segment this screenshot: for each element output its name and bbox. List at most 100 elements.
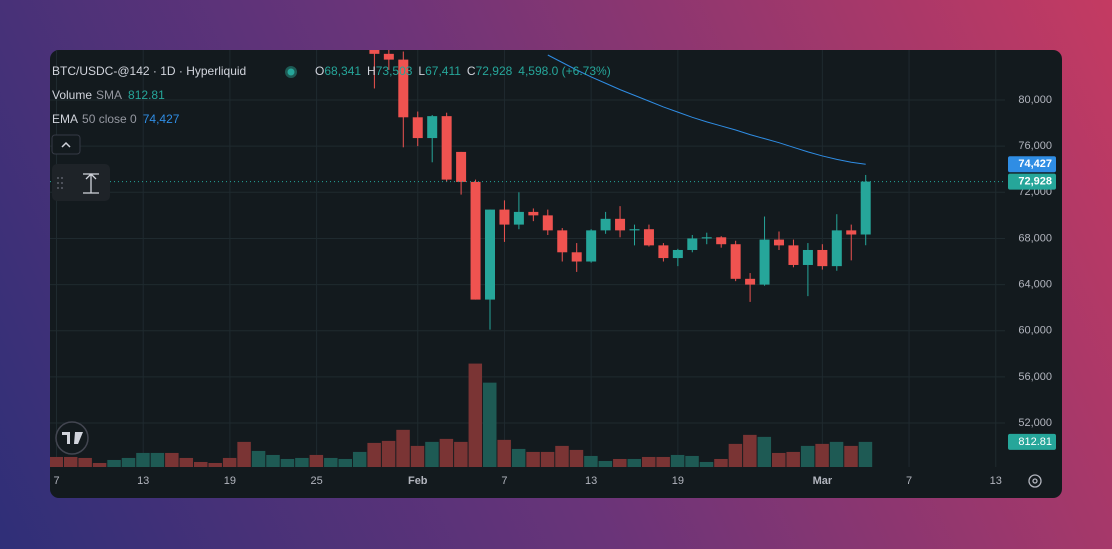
candle-body xyxy=(629,229,640,231)
x-tick-label: 19 xyxy=(672,475,684,487)
candle-body xyxy=(615,218,626,231)
volume-bar xyxy=(150,452,165,467)
candle-body xyxy=(745,278,756,285)
candle-body xyxy=(542,215,553,231)
ema-line xyxy=(547,54,866,165)
settings-icon[interactable] xyxy=(1028,474,1042,488)
volume-bar xyxy=(540,451,555,467)
volume-bar xyxy=(251,450,266,467)
volume-bar xyxy=(728,443,743,467)
candle-body xyxy=(658,245,669,259)
candle-body xyxy=(427,116,438,139)
ema-price-label: 74,427 xyxy=(1018,158,1052,170)
candle-body xyxy=(369,50,380,54)
ema-value: 74,427 xyxy=(143,112,180,126)
volume-bar xyxy=(92,462,107,467)
axes: 52,00056,00060,00064,00068,00072,00076,0… xyxy=(53,94,1056,487)
x-tick-label: 7 xyxy=(501,475,507,487)
candle-body xyxy=(643,229,654,246)
y-tick-label: 56,000 xyxy=(1018,371,1052,383)
grid xyxy=(50,50,1005,467)
volume-bar xyxy=(670,454,685,467)
y-tick-label: 76,000 xyxy=(1018,140,1052,152)
ohlc-value: 68,341 xyxy=(324,64,361,78)
volume-bar xyxy=(483,382,497,467)
chart-card xyxy=(50,50,1062,498)
ohlc-label: L xyxy=(418,64,425,78)
volume-name: Volume xyxy=(52,88,92,102)
x-tick-label: 13 xyxy=(990,475,1002,487)
ema-legend: EMA 50 close 0 74,427 xyxy=(52,112,180,126)
drag-handle xyxy=(57,177,63,189)
logo[interactable] xyxy=(55,421,89,455)
candle-body xyxy=(687,238,698,250)
volume-bar xyxy=(743,434,757,467)
volume-bar xyxy=(136,452,150,467)
volume-bar xyxy=(685,455,699,467)
candle-body xyxy=(701,237,712,239)
ohlc-legend: O68,341 H73,503 L67,411 C72,928 4,598.0 (+6.… xyxy=(315,64,611,78)
candle-body xyxy=(398,59,409,118)
ohlc-value: 72,928 xyxy=(476,64,513,78)
x-tick-label: 13 xyxy=(137,475,149,487)
candle-body xyxy=(788,245,799,265)
volume-bar xyxy=(468,363,483,467)
volume-bar xyxy=(63,456,78,467)
y-tick-label: 52,000 xyxy=(1018,417,1052,429)
volume-bar xyxy=(439,438,454,467)
ema-name: EMA xyxy=(52,112,78,126)
volume-value: 812.81 xyxy=(128,88,165,102)
volume-bar xyxy=(613,458,627,467)
volume-bar xyxy=(641,456,656,467)
candle-body xyxy=(846,230,857,235)
volume-bar xyxy=(208,462,222,467)
close-price-tag xyxy=(1008,173,1056,190)
price-pane xyxy=(50,50,1005,330)
volume-bar xyxy=(569,449,584,467)
volume-bar xyxy=(858,441,873,467)
ohlc-label: H xyxy=(367,64,376,78)
collapse-button[interactable] xyxy=(51,134,81,155)
ema-price-tag xyxy=(1008,156,1056,173)
x-tick-label: Mar xyxy=(813,475,833,487)
volume-bar xyxy=(194,461,208,467)
candle-body xyxy=(774,239,784,246)
change-value: 4,598.0 (+6.73%) xyxy=(518,64,610,78)
volume-bar xyxy=(121,457,136,467)
volume-bar xyxy=(786,451,800,467)
y-tick-label: 64,000 xyxy=(1018,278,1052,290)
volume-bar xyxy=(526,451,540,467)
candle-body xyxy=(441,116,452,180)
x-tick-label: 13 xyxy=(585,475,597,487)
volume-bar xyxy=(179,457,194,467)
x-tick-label: 25 xyxy=(310,475,322,487)
volume-bar xyxy=(50,456,63,467)
volume-bar xyxy=(598,460,613,467)
candle-body xyxy=(600,218,611,231)
volume-bar xyxy=(338,458,352,467)
candle-body xyxy=(557,230,568,253)
candle-body xyxy=(672,249,683,259)
x-tick-label: 7 xyxy=(906,475,912,487)
drawing-toolbar[interactable] xyxy=(52,164,110,201)
volume-pane xyxy=(50,363,873,467)
candle-body xyxy=(817,249,828,267)
y-tick-label: 68,000 xyxy=(1018,232,1052,244)
x-tick-label: Feb xyxy=(408,475,428,487)
volume-bar xyxy=(309,454,324,467)
volume-bar xyxy=(266,454,280,467)
volume-bar xyxy=(165,452,179,467)
x-tick-label: 7 xyxy=(53,475,59,487)
volume-bar xyxy=(410,445,425,467)
candle-body xyxy=(513,211,524,225)
ohlc-value: 67,411 xyxy=(425,64,461,78)
y-tick-label: 60,000 xyxy=(1018,325,1052,337)
ohlc-label: O xyxy=(315,64,324,78)
volume-bar xyxy=(222,457,237,467)
candle-body xyxy=(802,249,813,265)
volume-bar xyxy=(555,445,569,467)
measure-tool-icon[interactable] xyxy=(83,173,99,194)
y-tick-label: 80,000 xyxy=(1018,94,1052,106)
